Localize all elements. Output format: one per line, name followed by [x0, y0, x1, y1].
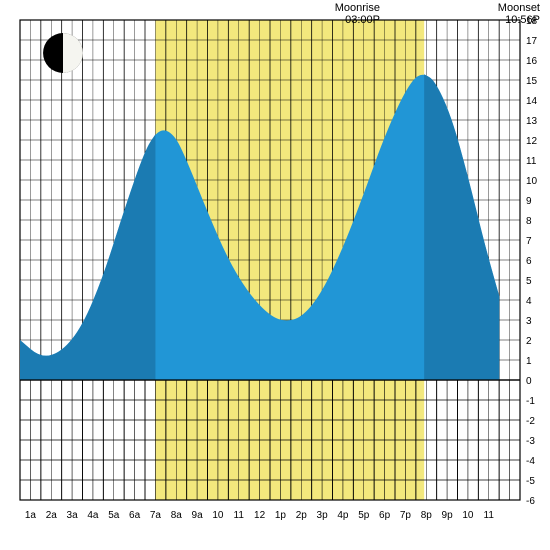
svg-text:15: 15 [526, 76, 538, 87]
svg-text:14: 14 [526, 96, 538, 107]
svg-text:6p: 6p [379, 510, 391, 521]
svg-text:13: 13 [526, 116, 538, 127]
svg-text:-4: -4 [526, 456, 535, 467]
svg-text:9: 9 [526, 196, 532, 207]
tide-chart: -6-5-4-3-2-10123456789101112131415161718… [0, 0, 550, 550]
svg-text:12: 12 [254, 510, 266, 521]
svg-text:9p: 9p [442, 510, 454, 521]
moonrise-time: 03:00P [335, 14, 380, 26]
moonrise-block: Moonrise 03:00P [335, 2, 380, 26]
moonrise-label: Moonrise [335, 2, 380, 14]
svg-text:17: 17 [526, 36, 538, 47]
svg-text:8p: 8p [421, 510, 433, 521]
svg-text:8a: 8a [171, 510, 183, 521]
svg-text:2: 2 [526, 336, 532, 347]
svg-text:5p: 5p [358, 510, 370, 521]
moonset-block: Moonset 10:56P [498, 2, 540, 26]
svg-text:16: 16 [526, 56, 538, 67]
svg-text:6a: 6a [129, 510, 141, 521]
chart-svg: -6-5-4-3-2-10123456789101112131415161718… [0, 0, 550, 550]
svg-text:2p: 2p [296, 510, 308, 521]
svg-text:4p: 4p [337, 510, 349, 521]
svg-text:8: 8 [526, 216, 532, 227]
svg-text:3: 3 [526, 316, 532, 327]
svg-text:3a: 3a [67, 510, 79, 521]
svg-text:11: 11 [526, 156, 537, 167]
svg-text:2a: 2a [46, 510, 58, 521]
svg-text:7a: 7a [150, 510, 162, 521]
svg-text:5: 5 [526, 276, 532, 287]
svg-text:6: 6 [526, 256, 532, 267]
svg-text:12: 12 [526, 136, 538, 147]
svg-text:1: 1 [526, 356, 532, 367]
svg-text:7: 7 [526, 236, 532, 247]
moon-phase-icon [42, 32, 84, 74]
svg-text:-3: -3 [526, 436, 535, 447]
svg-text:-1: -1 [526, 396, 535, 407]
svg-text:10: 10 [462, 510, 474, 521]
svg-text:1p: 1p [275, 510, 287, 521]
svg-text:3p: 3p [317, 510, 329, 521]
svg-text:5a: 5a [108, 510, 120, 521]
svg-text:4: 4 [526, 296, 532, 307]
svg-text:-6: -6 [526, 496, 535, 507]
svg-text:11: 11 [234, 510, 245, 521]
svg-text:10: 10 [212, 510, 224, 521]
svg-text:1a: 1a [25, 510, 37, 521]
svg-text:4a: 4a [87, 510, 99, 521]
moonset-label: Moonset [498, 2, 540, 14]
svg-text:0: 0 [526, 376, 532, 387]
moonset-time: 10:56P [498, 14, 540, 26]
svg-text:11: 11 [484, 510, 495, 521]
svg-text:-5: -5 [526, 476, 535, 487]
svg-text:9a: 9a [192, 510, 204, 521]
svg-text:-2: -2 [526, 416, 535, 427]
svg-text:7p: 7p [400, 510, 412, 521]
svg-text:10: 10 [526, 176, 538, 187]
